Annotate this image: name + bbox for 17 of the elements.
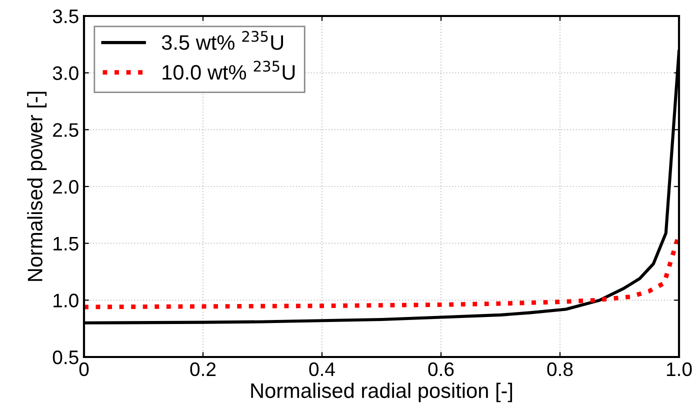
y-tick-label: 2.5 [53,123,78,137]
x-tick-label: 1.0 [666,362,692,376]
x-tick-label: 0.2 [190,362,216,376]
y-tick-label: 3.5 [52,9,78,24]
y-tick-label: 3.0 [52,66,78,80]
x-tick-label: 0.6 [428,362,454,376]
y-tick-label: 0.5 [52,350,78,364]
x-axis-title: Normalised radial position [-] [251,382,512,402]
x-tick-label: 0 [79,362,89,376]
x-tick-label: 0.4 [309,362,335,376]
y-tick-label: 2.0 [53,180,78,194]
legend-label: 10.0 wt% $^{235}$U [162,60,295,80]
y-tick-label: 1.0 [54,294,78,308]
legend-label: 3.5 wt% $^{235}$U [162,30,284,50]
y-axis-title: Normalised power [-] [27,92,47,281]
x-tick-label: 0.8 [547,362,573,376]
y-tick-label: 1.5 [54,237,78,251]
